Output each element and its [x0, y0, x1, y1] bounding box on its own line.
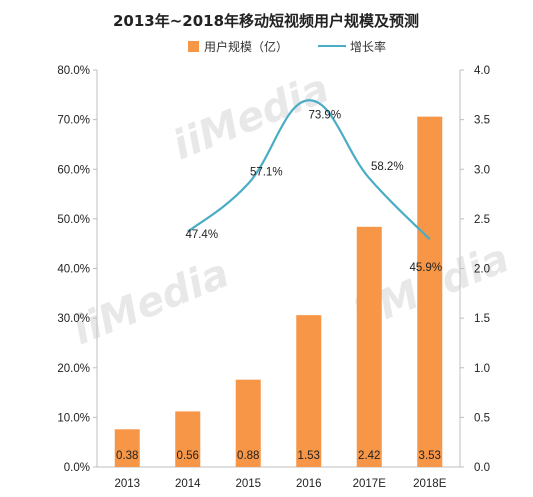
left-axis-tick-label: 10.0%: [57, 412, 90, 424]
growth-rate-label: 47.4%: [185, 229, 218, 241]
right-axis-tick-label: 3.5: [474, 115, 490, 127]
growth-rate-label: 58.2%: [371, 161, 404, 173]
bar-value-label: 2.42: [358, 450, 380, 462]
legend: 用户规模（亿） 增长率: [188, 39, 386, 54]
left-axis-tick-label: 0.0%: [64, 462, 90, 474]
bar-value-label: 0.88: [237, 450, 259, 462]
x-axis-tick-label: 2013: [114, 478, 140, 490]
bar-value-labels: 0.38 0.56 0.88 1.53 2.42 3.53: [116, 450, 441, 462]
bar-value-label: 1.53: [298, 450, 320, 462]
x-axis-ticks: 2013 2014 2015 2016 2017E 2018E: [114, 478, 446, 490]
bars: [114, 116, 443, 468]
x-axis-tick-label: 2018E: [413, 478, 447, 490]
x-axis-tick-label: 2016: [296, 478, 322, 490]
left-axis-tick-label: 40.0%: [57, 264, 90, 276]
legend-label-bar: 用户规模（亿）: [204, 39, 288, 54]
bar-value-label: 0.38: [116, 450, 138, 462]
growth-rate-label: 73.9%: [308, 109, 341, 121]
growth-rate-line: [187, 99, 431, 240]
growth-rate-label: 57.1%: [250, 167, 283, 179]
left-axis-tick-label: 30.0%: [57, 313, 90, 325]
right-axis-tick-label: 4.0: [474, 65, 490, 77]
left-axis-tick-label: 80.0%: [57, 65, 90, 77]
right-axis-tick-label: 0.5: [474, 412, 490, 424]
right-axis-tick-label: 1.5: [474, 313, 490, 325]
left-axis-tick-label: 50.0%: [57, 214, 90, 226]
right-axis-tick-label: 2.0: [474, 264, 490, 276]
left-axis-tick-label: 60.0%: [57, 164, 90, 176]
growth-rate-label: 45.9%: [409, 262, 442, 274]
bar-value-label: 0.56: [177, 450, 199, 462]
chart-title: 2013年~2018年移动短视频用户规模及预测: [113, 12, 419, 30]
bar: [235, 379, 261, 467]
bar: [356, 226, 382, 467]
watermark-bottom: iiMedia: [67, 250, 236, 354]
x-axis-tick-label: 2015: [235, 478, 261, 490]
bar-value-label: 3.53: [419, 450, 441, 462]
legend-label-line: 增长率: [350, 39, 386, 54]
watermark-group: iiMedia iiMedia iiMedia: [67, 65, 516, 354]
right-axis-tick-label: 0.0: [474, 462, 490, 474]
left-axis-tick-label: 20.0%: [57, 363, 90, 375]
growth-line-group: [187, 99, 431, 240]
x-axis-tick-label: 2017E: [353, 478, 387, 490]
bar: [114, 429, 140, 467]
right-axis-tick-label: 2.5: [474, 214, 490, 226]
growth-rate-labels: 47.4% 57.1% 73.9% 58.2% 45.9%: [185, 109, 442, 274]
legend-swatch-bar: [188, 41, 199, 52]
bar: [296, 315, 322, 467]
bar: [417, 116, 443, 468]
bar: [175, 411, 201, 467]
right-axis-tick-label: 3.0: [474, 164, 490, 176]
right-axis-ticks: 0.0 0.5 1.0 1.5 2.0 2.5 3.0 3.5 4.0: [460, 65, 490, 474]
left-axis-tick-label: 70.0%: [57, 115, 90, 127]
right-axis-tick-label: 1.0: [474, 363, 490, 375]
left-axis-ticks: 0.0% 10.0% 20.0% 30.0% 40.0% 50.0% 60.0% 70.0% 8…: [57, 65, 97, 474]
x-axis-tick-label: 2014: [175, 478, 201, 490]
